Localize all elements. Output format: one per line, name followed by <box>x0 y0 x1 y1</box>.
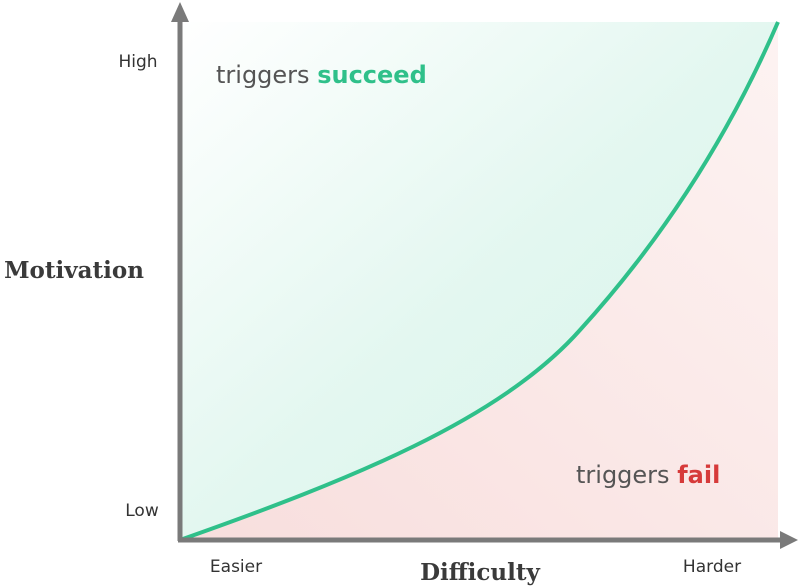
y-high-label: High <box>118 52 157 72</box>
y-axis-label: Motivation <box>4 257 144 284</box>
x-axis-label: Difficulty <box>420 559 540 586</box>
success-region <box>180 22 778 540</box>
failure-label: triggers fail <box>576 461 720 489</box>
failure-region <box>180 22 778 540</box>
y-axis-arrow <box>171 2 189 22</box>
success-label: triggers succeed <box>216 61 427 89</box>
success-emphasis: succeed <box>317 61 427 89</box>
action-line <box>179 21 780 542</box>
success-prefix: triggers <box>216 61 310 89</box>
x-high-label: Harder <box>683 557 741 577</box>
failure-emphasis: fail <box>677 461 720 489</box>
failure-prefix: triggers <box>576 461 670 489</box>
x-low-label: Easier <box>210 557 262 577</box>
x-axis-arrow <box>780 531 798 549</box>
y-low-label: Low <box>125 501 159 521</box>
